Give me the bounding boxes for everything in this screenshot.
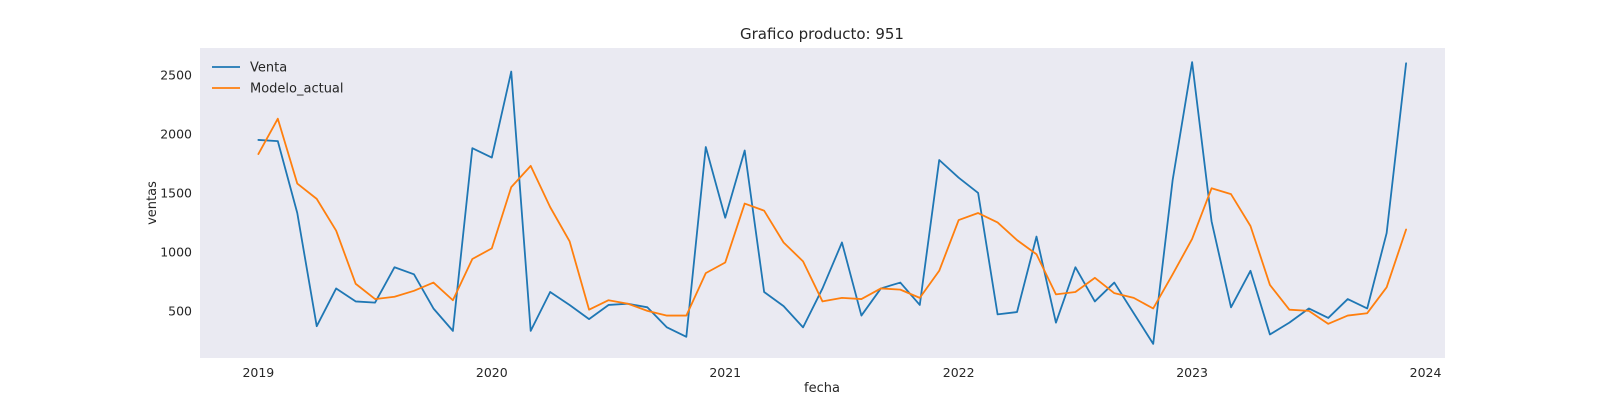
series-lines	[257, 61, 1407, 345]
x-tick-label: 2022	[943, 365, 975, 380]
y-tick-label: 1000	[160, 244, 192, 259]
x-tick-label: 2021	[709, 365, 741, 380]
legend-label: Modelo_actual	[250, 82, 344, 97]
series-line-venta	[257, 61, 1407, 345]
plot-area	[200, 48, 1445, 358]
x-tick-label: 2019	[242, 365, 274, 380]
legend-label: Venta	[250, 61, 287, 76]
y-axis-ticks: 500 1000 1500 2000 2500	[160, 68, 192, 319]
x-axis-label: fecha	[804, 381, 840, 396]
y-tick-label: 2500	[160, 68, 192, 83]
y-tick-label: 2000	[160, 127, 192, 142]
series-line-modelo-actual	[257, 117, 1407, 325]
chart-title: Grafico producto: 951	[740, 25, 904, 43]
x-tick-label: 2024	[1410, 365, 1442, 380]
legend: Venta Modelo_actual	[212, 61, 344, 97]
x-axis-ticks: 2019 2020 2021 2022 2023 2024	[242, 365, 1441, 380]
y-axis-label: ventas	[145, 181, 160, 225]
y-tick-label: 1500	[160, 185, 192, 200]
x-tick-label: 2023	[1176, 365, 1208, 380]
y-tick-label: 500	[168, 303, 192, 318]
x-tick-label: 2020	[476, 365, 508, 380]
